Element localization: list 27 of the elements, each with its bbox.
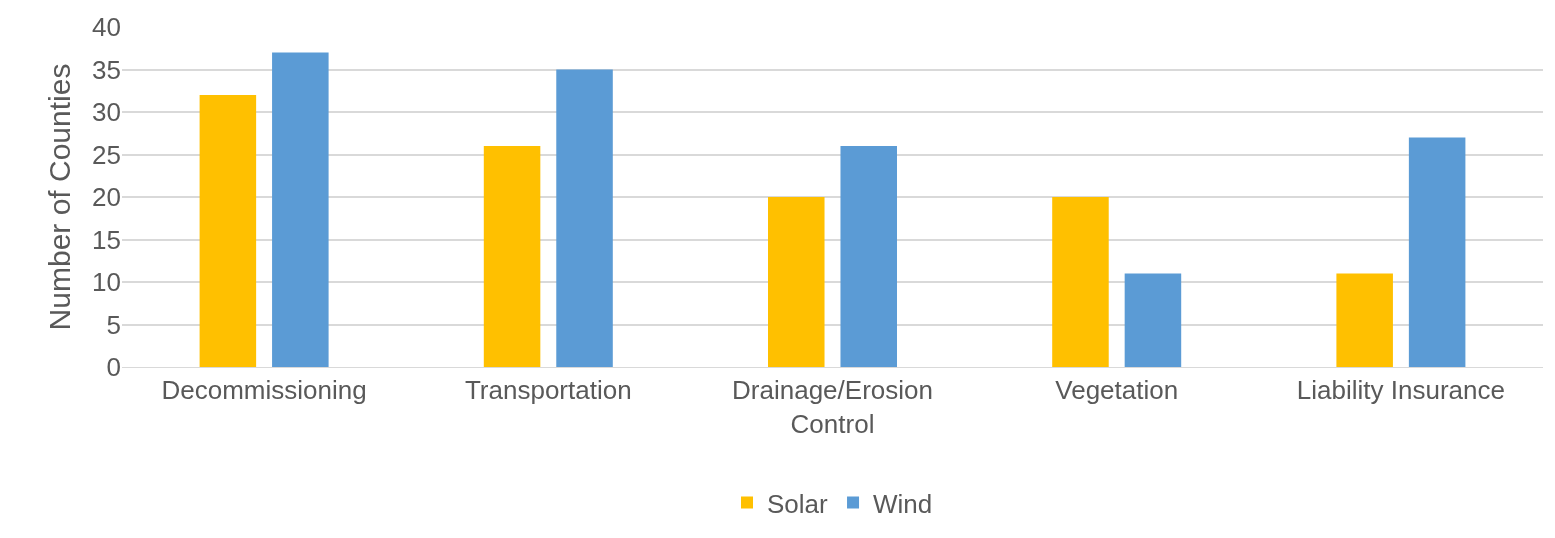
x-tick-label: Liability Insurance xyxy=(1296,375,1505,406)
y-tick-label: 5 xyxy=(106,309,121,340)
x-tick-label: Vegetation xyxy=(1055,375,1179,406)
bar xyxy=(199,95,257,367)
y-tick-label: 15 xyxy=(92,224,121,255)
y-tick-label: 40 xyxy=(92,12,121,43)
bar xyxy=(1408,137,1466,367)
y-tick-label: 0 xyxy=(106,352,121,383)
bar xyxy=(768,197,825,367)
bar xyxy=(1052,197,1109,367)
bar xyxy=(1124,273,1182,367)
x-tick-label: Drainage/Erosion Control xyxy=(732,375,933,439)
legend-label: Solar xyxy=(767,488,829,519)
x-tick-label: Transportation xyxy=(464,375,632,406)
y-tick-label: 30 xyxy=(92,97,121,128)
y-axis-title: Number of Counties xyxy=(43,63,77,331)
bar xyxy=(272,52,329,367)
y-tick-label: 25 xyxy=(92,139,121,170)
bar xyxy=(556,69,613,367)
x-tick-label: Decommissioning xyxy=(161,375,367,406)
y-tick-label: 10 xyxy=(92,267,121,298)
bar xyxy=(840,146,897,367)
legend-label: Wind xyxy=(873,488,933,519)
y-tick-label: 20 xyxy=(92,182,121,213)
y-tick-label: 35 xyxy=(92,54,121,85)
bar xyxy=(1336,273,1393,367)
bar xyxy=(483,146,541,367)
